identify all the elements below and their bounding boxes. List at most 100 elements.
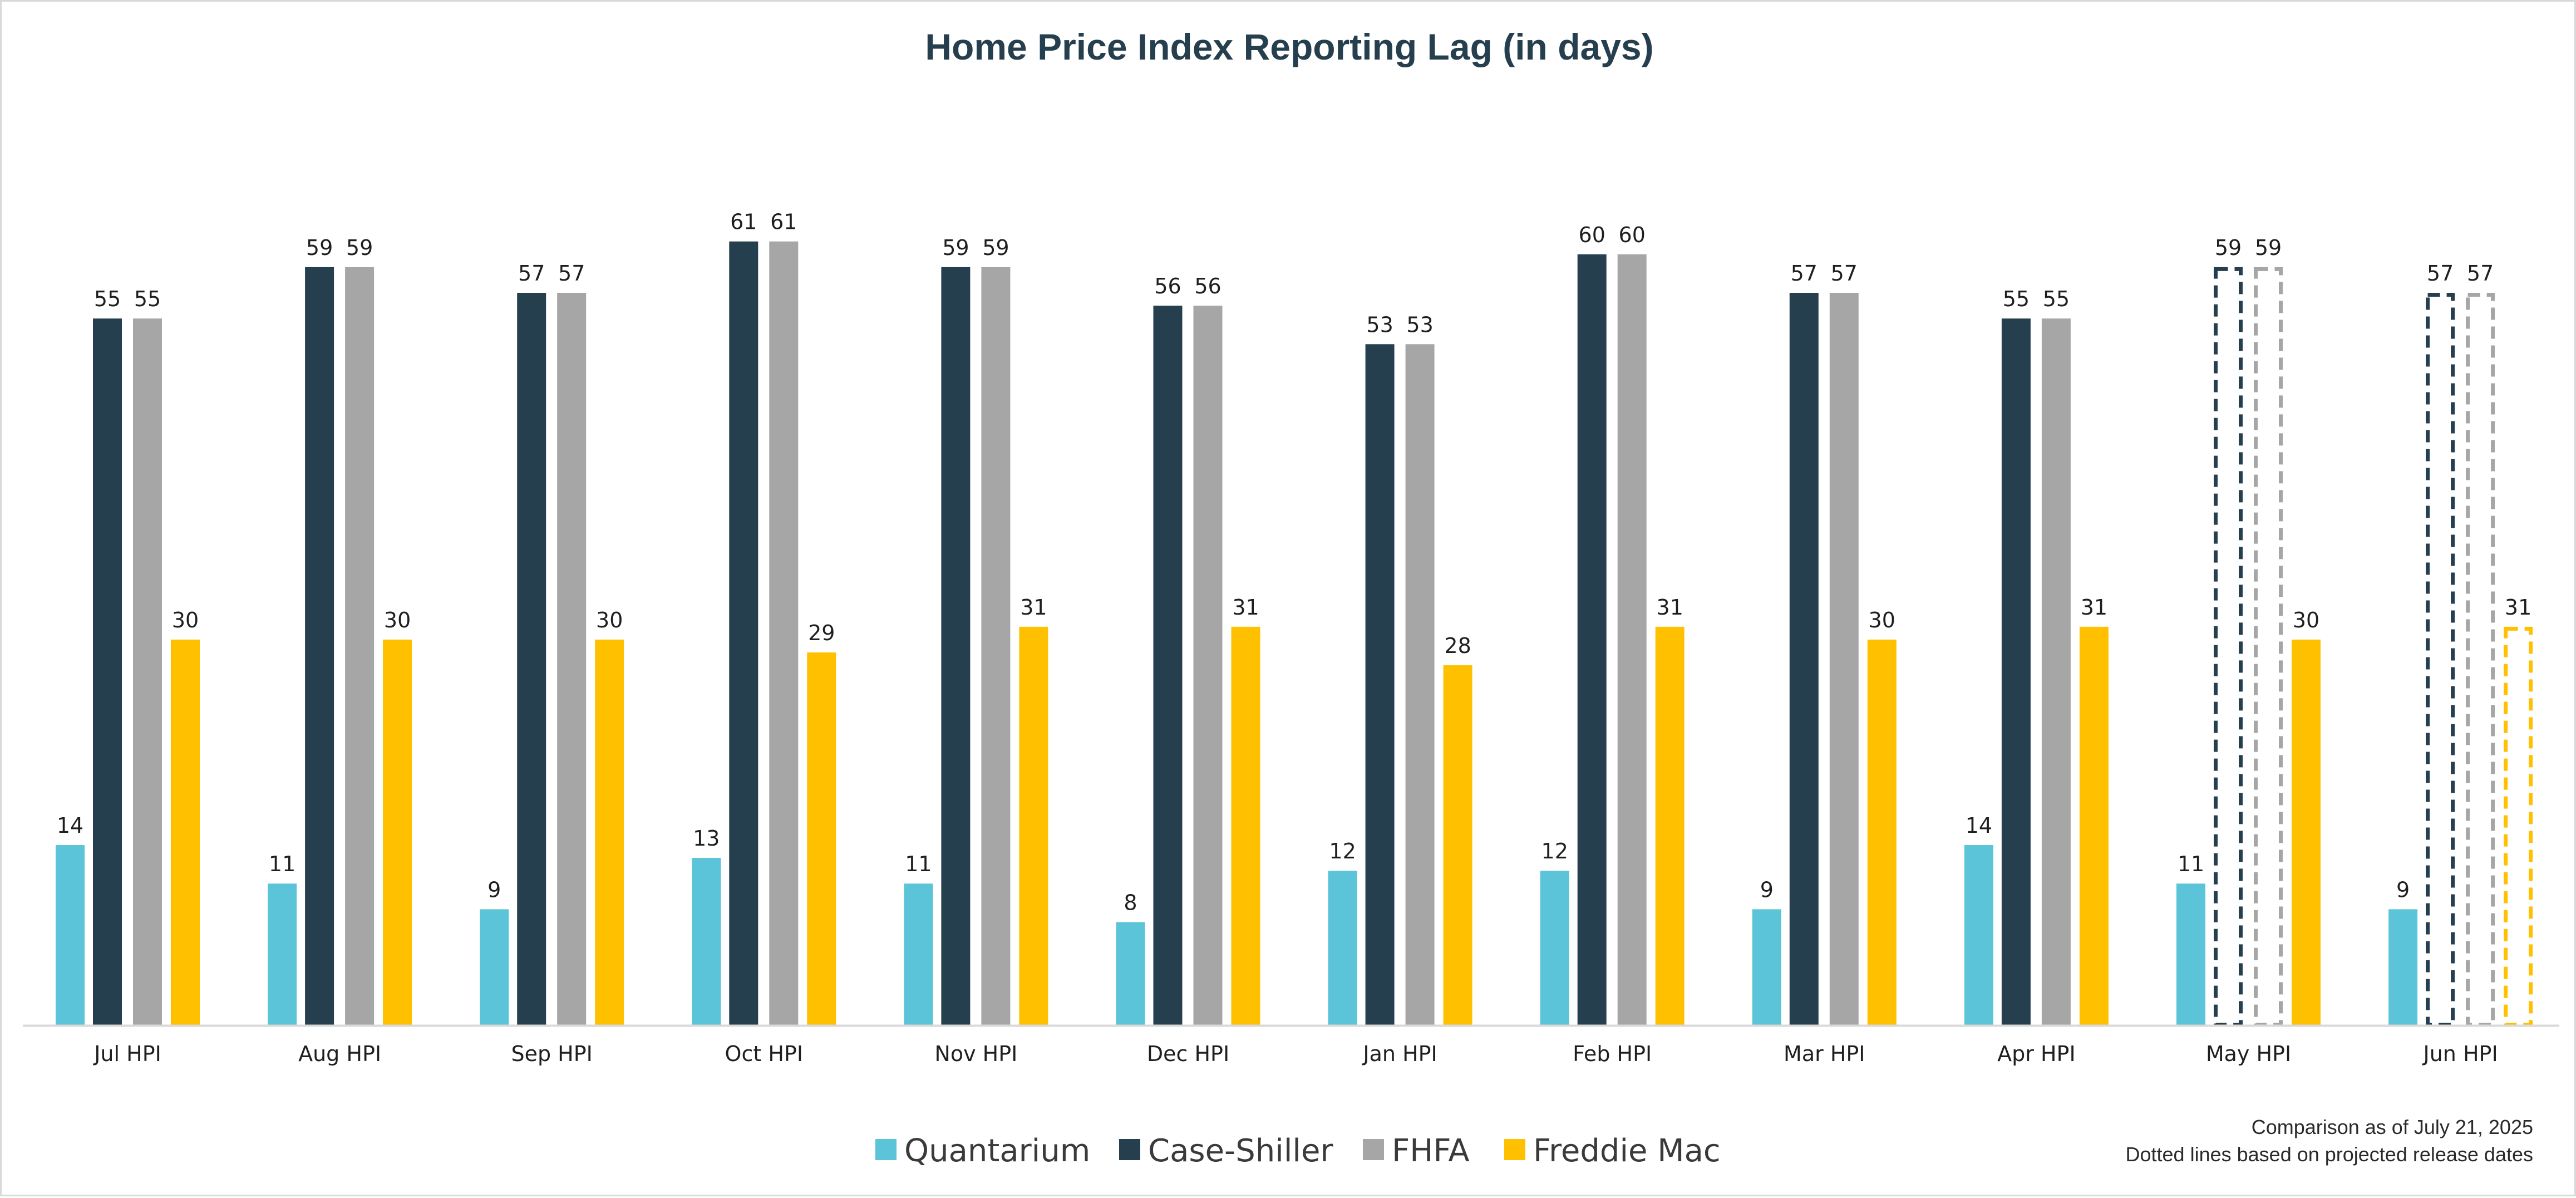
bar-freddie-mac-nov-hpi (1019, 626, 1048, 1025)
bar-case-shiller-jan-hpi (1365, 344, 1395, 1025)
bar-freddie-mac-jan-hpi (1443, 665, 1472, 1025)
value-label-freddie-mac-may-hpi: 30 (2293, 608, 2319, 632)
bar-quantarium-jan-hpi (1328, 871, 1357, 1025)
value-label-quantarium-aug-hpi: 11 (269, 852, 295, 876)
bar-freddie-mac-oct-hpi (807, 652, 836, 1025)
bar-case-shiller-dec-hpi (1153, 306, 1183, 1025)
bar-case-shiller-jun-hpi-projected (2426, 293, 2455, 1027)
value-label-fhfa-sep-hpi: 57 (558, 261, 585, 286)
legend-swatch-freddie-mac (1504, 1139, 1525, 1160)
legend-item-quantarium: Quantarium (875, 1133, 1090, 1169)
bar-case-shiller-jul-hpi (93, 318, 122, 1025)
value-label-freddie-mac-aug-hpi: 30 (384, 608, 411, 632)
bar-freddie-mac-may-hpi (2292, 639, 2321, 1025)
bar-quantarium-sep-hpi (480, 909, 509, 1025)
bar-quantarium-feb-hpi (1540, 871, 1569, 1025)
category-label-feb-hpi: Feb HPI (1573, 1042, 1652, 1066)
bar-freddie-mac-apr-hpi (2079, 626, 2109, 1025)
value-label-case-shiller-dec-hpi: 56 (1154, 274, 1181, 298)
legend-label-case-shiller: Case-Shiller (1148, 1133, 1333, 1169)
value-label-fhfa-jan-hpi: 53 (1406, 312, 1433, 337)
legend-item-fhfa: FHFA (1363, 1133, 1470, 1169)
legend-swatch-case-shiller (1119, 1139, 1140, 1160)
value-label-case-shiller-feb-hpi: 60 (1579, 223, 1605, 247)
value-label-case-shiller-jan-hpi: 53 (1366, 312, 1393, 337)
bar-case-shiller-sep-hpi (517, 293, 546, 1025)
category-label-mar-hpi: Mar HPI (1784, 1042, 1865, 1066)
category-label-jul-hpi: Jul HPI (93, 1042, 161, 1066)
category-label-apr-hpi: Apr HPI (1997, 1042, 2076, 1066)
value-label-quantarium-may-hpi: 11 (2178, 852, 2204, 876)
annotation-projected: Dotted lines based on projected release … (2126, 1143, 2533, 1166)
value-labels-group: 14 55 55 30 11 59 59 30 9 57 57 30 13 61 61 29 11 59 59 31 8… (57, 210, 2531, 915)
legend: Quantarium Case-Shiller FHFA Freddie Mac (875, 1133, 1721, 1169)
bar-fhfa-may-hpi-projected (2254, 267, 2283, 1027)
value-label-case-shiller-nov-hpi: 59 (942, 235, 969, 260)
bar-fhfa-feb-hpi (1617, 254, 1647, 1025)
category-label-jan-hpi: Jan HPI (1362, 1042, 1437, 1066)
value-label-quantarium-jul-hpi: 14 (57, 813, 83, 838)
value-label-freddie-mac-jun-hpi: 31 (2505, 595, 2531, 620)
value-label-freddie-mac-jul-hpi: 30 (172, 608, 199, 632)
bar-quantarium-aug-hpi (268, 883, 297, 1025)
legend-swatch-fhfa (1363, 1139, 1384, 1160)
category-label-aug-hpi: Aug HPI (298, 1042, 381, 1066)
value-label-freddie-mac-nov-hpi: 31 (1020, 595, 1047, 620)
value-label-fhfa-oct-hpi: 61 (770, 210, 797, 234)
value-label-fhfa-nov-hpi: 59 (982, 235, 1009, 260)
category-label-jun-hpi: Jun HPI (2422, 1042, 2498, 1066)
bar-quantarium-dec-hpi (1116, 922, 1145, 1025)
value-label-quantarium-oct-hpi: 13 (693, 826, 720, 851)
bars-group (56, 241, 2533, 1027)
bar-case-shiller-nov-hpi (941, 267, 971, 1025)
bar-case-shiller-feb-hpi (1577, 254, 1607, 1025)
value-label-freddie-mac-sep-hpi: 30 (596, 608, 623, 632)
value-label-case-shiller-jul-hpi: 55 (94, 287, 121, 311)
value-label-case-shiller-oct-hpi: 61 (730, 210, 757, 234)
bar-freddie-mac-aug-hpi (383, 639, 412, 1025)
value-label-case-shiller-apr-hpi: 55 (2003, 287, 2030, 311)
bar-quantarium-may-hpi (2176, 883, 2205, 1025)
bar-fhfa-apr-hpi (2041, 318, 2071, 1025)
bar-quantarium-jul-hpi (56, 845, 85, 1025)
value-label-fhfa-apr-hpi: 55 (2043, 287, 2070, 311)
legend-label-fhfa: FHFA (1392, 1133, 1470, 1169)
value-label-fhfa-dec-hpi: 56 (1194, 274, 1221, 298)
bar-fhfa-dec-hpi (1193, 306, 1223, 1025)
bar-freddie-mac-mar-hpi (1867, 639, 1897, 1025)
category-label-sep-hpi: Sep HPI (511, 1042, 592, 1066)
bar-fhfa-jul-hpi (133, 318, 162, 1025)
value-label-case-shiller-mar-hpi: 57 (1791, 261, 1818, 286)
category-label-dec-hpi: Dec HPI (1147, 1042, 1229, 1066)
value-label-fhfa-feb-hpi: 60 (1619, 223, 1646, 247)
value-label-freddie-mac-mar-hpi: 30 (1869, 608, 1895, 632)
bar-freddie-mac-jul-hpi (171, 639, 200, 1025)
bar-quantarium-mar-hpi (1752, 909, 1781, 1025)
bar-freddie-mac-dec-hpi (1231, 626, 1260, 1025)
value-label-freddie-mac-oct-hpi: 29 (808, 621, 835, 645)
legend-item-freddie-mac: Freddie Mac (1504, 1133, 1721, 1169)
chart-title: Home Price Index Reporting Lag (in days) (925, 26, 1653, 67)
category-labels-group: Jul HPI Aug HPI Sep HPI Oct HPI Nov HPI Dec H… (93, 1042, 2498, 1066)
legend-swatch-quantarium (875, 1139, 897, 1160)
bar-freddie-mac-sep-hpi (595, 639, 624, 1025)
value-label-fhfa-aug-hpi: 59 (346, 235, 373, 260)
bar-quantarium-jun-hpi (2388, 909, 2418, 1025)
value-label-case-shiller-jun-hpi: 57 (2427, 261, 2454, 286)
category-label-may-hpi: May HPI (2206, 1042, 2291, 1066)
value-label-fhfa-may-hpi: 59 (2255, 235, 2282, 260)
bar-fhfa-jan-hpi (1405, 344, 1435, 1025)
bar-fhfa-aug-hpi (345, 267, 375, 1025)
value-label-quantarium-apr-hpi: 14 (1966, 813, 1992, 838)
bar-fhfa-oct-hpi (769, 241, 799, 1025)
value-label-freddie-mac-feb-hpi: 31 (1657, 595, 1683, 620)
bar-quantarium-nov-hpi (904, 883, 933, 1025)
value-label-quantarium-dec-hpi: 8 (1124, 890, 1137, 915)
bar-case-shiller-aug-hpi (305, 267, 334, 1025)
value-label-freddie-mac-apr-hpi: 31 (2081, 595, 2107, 620)
annotation-date: Comparison as of July 21, 2025 (2252, 1116, 2533, 1138)
bar-fhfa-sep-hpi (557, 293, 587, 1025)
bar-case-shiller-apr-hpi (2001, 318, 2031, 1025)
value-label-case-shiller-sep-hpi: 57 (518, 261, 545, 286)
